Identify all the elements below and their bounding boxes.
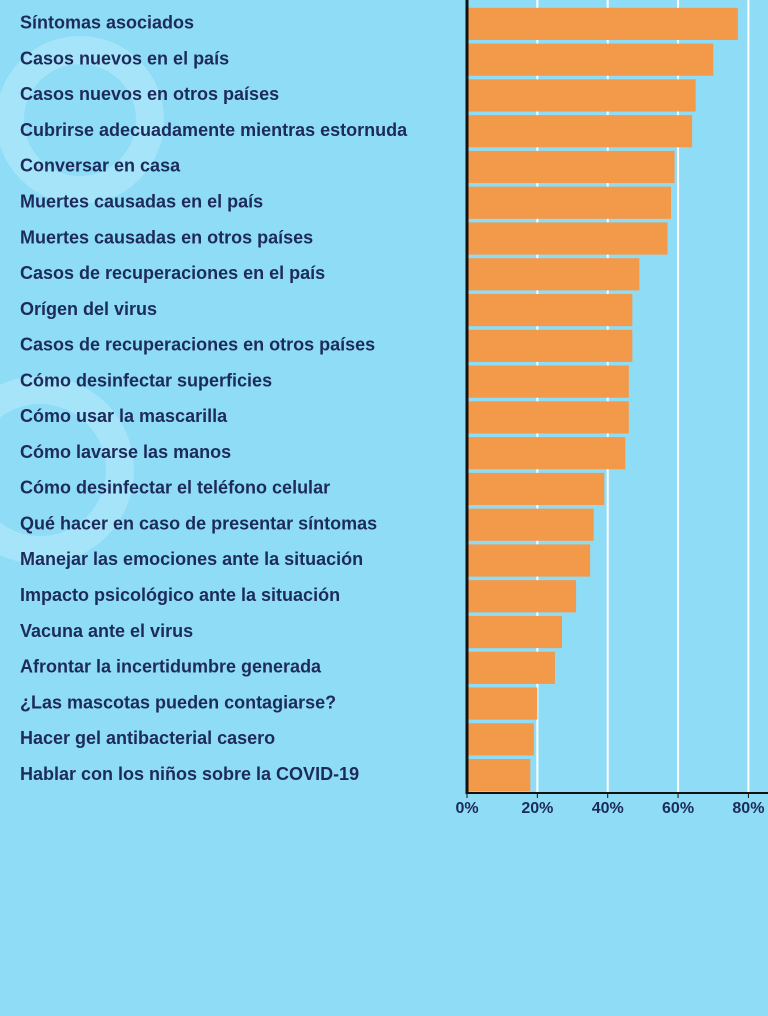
bar [467, 437, 626, 470]
category-label: Cómo desinfectar el teléfono celular [20, 478, 330, 498]
category-label: ¿Las mascotas pueden contagiarse? [20, 692, 336, 712]
category-label: Cómo usar la mascarilla [20, 406, 228, 426]
category-label: Muertes causadas en el país [20, 192, 263, 212]
bar [467, 186, 672, 219]
bar [467, 723, 534, 756]
bar [467, 472, 605, 506]
category-label: Cómo desinfectar superficies [20, 370, 272, 390]
category-label: Muertes causadas en otros países [20, 227, 313, 247]
decor-circle [0, 36, 164, 204]
decor-circle [0, 376, 134, 564]
bar [467, 79, 696, 112]
category-label: Cubrirse adecuadamente mientras estornud… [20, 120, 408, 140]
category-label: Impacto psicológico ante la situación [20, 585, 340, 605]
category-label: Afrontar la incertidumbre generada [20, 657, 322, 677]
bar [467, 508, 594, 541]
category-label: Casos de recuperaciones en otros países [20, 335, 375, 355]
bar [467, 293, 633, 327]
category-label: Qué hacer en caso de presentar síntomas [20, 513, 377, 533]
x-tick-label: 0% [455, 800, 478, 817]
bar [467, 687, 538, 720]
bar [467, 401, 629, 434]
category-label: Vacuna ante el virus [20, 621, 193, 641]
bar [467, 7, 738, 40]
x-tick-label: 80% [732, 800, 764, 817]
bar [467, 651, 555, 684]
bar [467, 222, 668, 255]
category-label: Conversar en casa [20, 156, 181, 176]
category-label: Hablar con los niños sobre la COVID-19 [20, 764, 359, 784]
category-label: Casos de recuperaciones en el país [20, 263, 325, 283]
category-label: Cómo lavarse las manos [20, 442, 231, 462]
x-tick-label: 60% [662, 800, 694, 817]
x-tick-label: 40% [592, 800, 624, 817]
bar [467, 258, 640, 291]
category-label: Casos nuevos en otros países [20, 84, 279, 104]
bar [467, 150, 675, 184]
bar [467, 759, 531, 792]
category-label: Síntomas asociados [20, 13, 194, 33]
bar [467, 329, 633, 362]
bar [467, 615, 562, 649]
bar [467, 115, 693, 148]
category-label: Hacer gel antibacterial casero [20, 728, 275, 748]
category-label: Manejar las emociones ante la situación [20, 549, 363, 569]
bar [467, 43, 714, 76]
bar [467, 544, 591, 577]
category-label: Orígen del virus [20, 299, 157, 319]
category-label: Casos nuevos en el país [20, 48, 229, 68]
bar [467, 580, 577, 613]
x-tick-label: 20% [521, 800, 553, 817]
bar [467, 365, 629, 398]
